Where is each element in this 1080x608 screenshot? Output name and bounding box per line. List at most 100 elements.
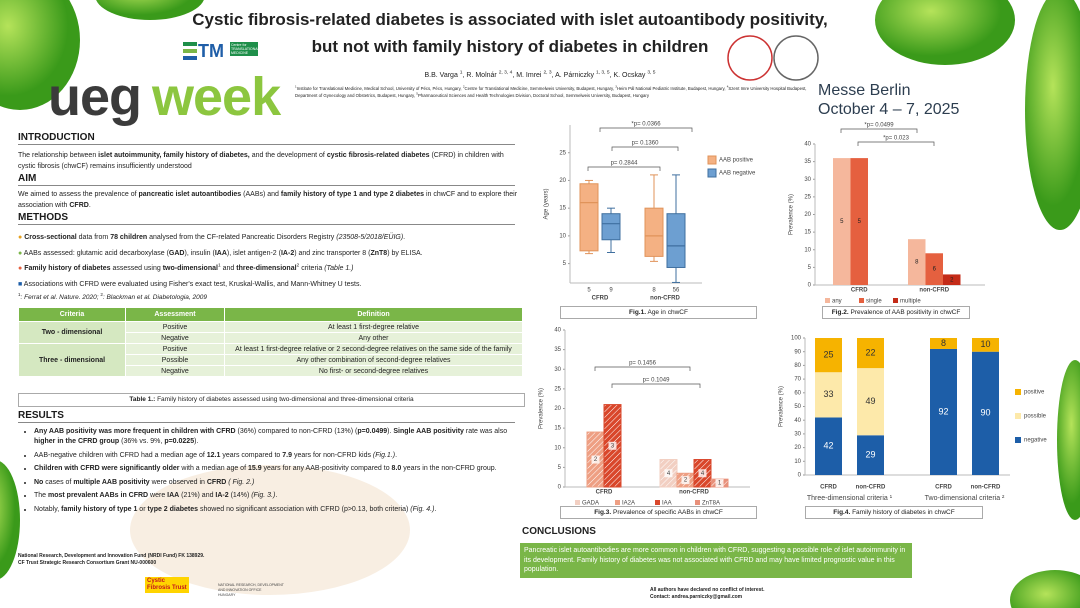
result-item: Any AAB positivity was more frequent in … [34, 427, 529, 447]
x-tick-label: non-CFRD [650, 296, 680, 302]
chart-family-history: 0 10 20 30 40 50 60 70 80 90 100 Prevalence (%) 42 29… [779, 336, 1048, 502]
text-run: (Fig.1.) [372, 451, 396, 459]
text-run: Age in chwCF [646, 309, 688, 316]
bar [925, 253, 943, 285]
text-run: Centre for Translational Medicine, Semme… [464, 86, 616, 91]
label-bg [664, 469, 673, 478]
count-label: 4 [667, 471, 671, 477]
significance-bracket [594, 366, 691, 371]
legend-label: AAB positive [719, 158, 754, 164]
value-label: 10 [980, 339, 990, 349]
text-run: years for non-CFRD kids [292, 451, 373, 459]
p-value: p= 0.1049 [643, 378, 671, 384]
significance-bracket [611, 146, 679, 151]
result-item: The most prevalent AABs in CFRD were IAA… [34, 491, 529, 501]
legend-swatch [695, 500, 700, 505]
table-cell: At least 1 first-degree relative [224, 321, 523, 333]
group-label: Two-dimensional criteria ² [925, 495, 1005, 502]
p-value: *p= 0.023 [883, 136, 910, 142]
x-tick-label: non-CFRD [919, 288, 949, 294]
y-tick-label: 20 [794, 445, 801, 451]
text-run: Family history of diabetes [24, 265, 111, 272]
y-tick-label: 10 [794, 459, 801, 465]
table-row: Two - dimensional Positive At least 1 firs… [18, 321, 523, 344]
box [666, 213, 686, 268]
y-tick-label: 5 [808, 265, 812, 271]
legend-swatch [707, 168, 717, 178]
text-run: ZnT8 [370, 249, 388, 257]
footer: All authors have declared no conflict of… [650, 587, 764, 601]
ftm-logo: TM [198, 41, 224, 61]
y-tick-label: 30 [794, 431, 801, 437]
y-tick-label: 0 [808, 283, 812, 289]
y-tick-label: 25 [804, 194, 811, 200]
title-line: Cystic fibrosis-related diabetes is asso… [192, 10, 828, 29]
value-label: 33 [823, 389, 833, 399]
nrdi-logo: NATIONAL RESEARCH, DEVELOPMENT AND INNOV… [218, 583, 284, 598]
y-tick-label: 0 [558, 485, 562, 491]
title: Cystic fibrosis-related diabetes is asso… [150, 6, 870, 60]
leaf [1057, 360, 1080, 520]
bar-segment [857, 435, 884, 475]
text-run: were [148, 492, 168, 499]
table-row: Possible Any other combination of second-… [19, 354, 523, 366]
significance-bracket [611, 383, 701, 388]
leaf [96, 0, 204, 20]
text-run: , A. Párniczky [551, 72, 596, 79]
method-item: Associations with CFRD were evaluated us… [24, 281, 362, 288]
y-axis-label: Prevalence (%) [789, 194, 795, 235]
chart-specific-aab: 0 5 10 15 20 25 30 35 40 Prevalence (%) p= 0.1456 p… [539, 328, 750, 506]
text-run: (36%) compared to non-CFRD (13%) ( [235, 428, 358, 435]
y-axis-label: Age (years) [544, 188, 550, 219]
legend-label: ZnT8A [702, 501, 720, 506]
bar-segment [815, 372, 842, 418]
text-run: : Blackman et al. Diabetologia, 2009 [102, 294, 207, 301]
logo-text: Cystic [147, 578, 166, 584]
text-run: family history of type 1 [61, 505, 140, 513]
university-logo [773, 35, 819, 81]
text-run: IAA [167, 492, 180, 499]
y-tick-label: 50 [794, 404, 801, 410]
text-run: 1 [18, 291, 21, 297]
text-run: Fig.3. [594, 509, 612, 516]
text-run: or [139, 505, 148, 513]
text-run: AAB-negative children with CFRD had a me… [34, 451, 207, 459]
legend-swatch [575, 500, 580, 505]
y-tick-label: 80 [794, 363, 801, 369]
text-run: (21%) and [179, 492, 216, 499]
text-run: Family history of diabetes assessed usin… [155, 396, 414, 403]
criteria-cell: Two - dimensional [18, 321, 126, 344]
header-cell: Definition [224, 307, 523, 322]
text-run: (23508-5/2018/EÜIG) [336, 234, 404, 241]
paragraph: We aimed to assess the prevalence of pan… [18, 190, 518, 211]
count-label: 6 [933, 267, 937, 273]
university-logo [727, 35, 773, 81]
text-run: . [395, 451, 398, 459]
value-label: 8 [941, 338, 946, 348]
header-row: Criteria Assessment Definition [18, 307, 523, 322]
x-tick-label: CFRD [851, 288, 868, 294]
count-label: 9 [609, 288, 613, 294]
section-heading: CONCLUSIONS [522, 526, 596, 537]
significance-bracket [857, 141, 935, 146]
legend-swatch [859, 298, 864, 303]
label-bg [715, 479, 724, 488]
text-run: AABs assessed: glutamic acid decarboxyla… [23, 249, 169, 257]
y-tick-label: 35 [804, 159, 811, 165]
logo-stripe [183, 56, 197, 60]
table: Criteria Assessment Definition Two - dimens… [18, 307, 523, 377]
chart-age: 5 10 15 20 25 Age (years) *p= 0.0366 p= 0.1360 p… [544, 122, 756, 302]
legend-label: IA2A [622, 501, 635, 506]
text-run: Notably, [34, 505, 62, 513]
icon: ● [18, 265, 23, 272]
icon: ■ [18, 280, 23, 288]
text-run: 15.9 [247, 465, 262, 472]
results-list: Any AAB positivity was more frequent in … [22, 427, 529, 518]
text-run: (Fig. 3.) [251, 492, 276, 499]
text-run: Institute for Translational Medicine, Me… [296, 86, 463, 91]
bar [908, 239, 926, 285]
text-run: 2 [462, 84, 465, 89]
table-cell: Any other [224, 332, 523, 344]
table-caption: Table 1.: Family history of diabetes ass… [18, 393, 525, 407]
